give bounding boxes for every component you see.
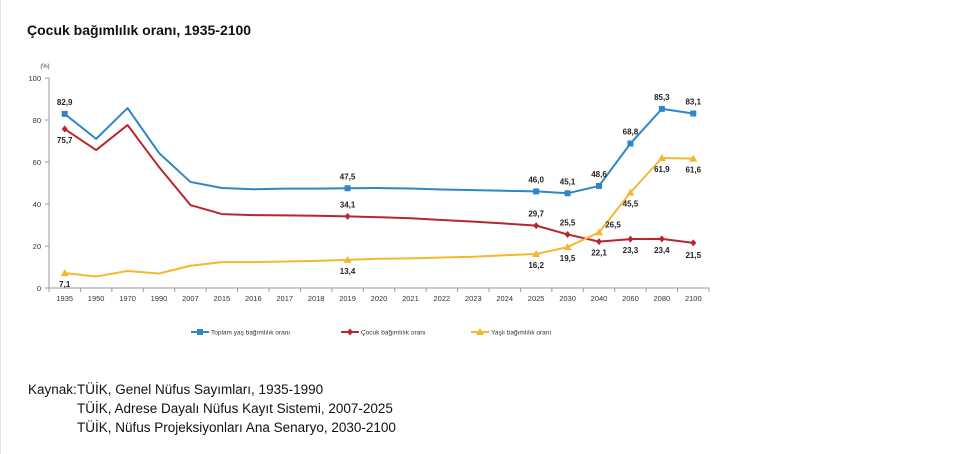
data-label: 48,6 — [591, 170, 607, 179]
x-tick-label: 2023 — [465, 294, 482, 303]
data-point — [532, 249, 541, 257]
x-tick-label: 2100 — [685, 294, 702, 303]
source-line-1: TÜİK, Genel Nüfus Sayımları, 1935-1990 — [77, 382, 324, 397]
series-lines — [60, 105, 698, 278]
x-tick-label: 1950 — [88, 294, 105, 303]
x-tick-label: 2015 — [214, 294, 231, 303]
data-label: 82,9 — [57, 98, 73, 107]
x-tick-label: 2025 — [528, 294, 545, 303]
data-point — [344, 185, 351, 192]
x-tick-label: 1935 — [56, 294, 73, 303]
data-label: 85,3 — [654, 93, 670, 102]
data-point — [344, 212, 351, 220]
x-tick-label: 2018 — [308, 294, 325, 303]
data-label: 45,5 — [623, 199, 639, 208]
chart-title: Çocuk bağımlılık oranı, 1935-2100 — [27, 22, 252, 38]
data-labels: 82,9 47,5 46,0 45,1 48,6 68,8 85,3 83,1 75,7 34,1… — [57, 93, 702, 289]
x-tick-label: 2060 — [622, 294, 639, 303]
data-point — [658, 235, 665, 243]
y-axis-unit-label: (%) — [40, 64, 49, 70]
data-label: 68,8 — [623, 128, 639, 137]
data-label: 7,1 — [59, 280, 71, 289]
x-tick-label: 2022 — [434, 294, 451, 303]
data-point — [197, 329, 203, 335]
data-label: 23,4 — [654, 246, 670, 255]
y-tick-label: 80 — [33, 116, 41, 125]
x-tick-label: 2024 — [496, 294, 513, 303]
y-tick-label: 60 — [33, 158, 41, 167]
data-point — [596, 238, 602, 246]
data-point — [476, 328, 484, 335]
data-point — [658, 105, 665, 112]
data-point — [564, 190, 571, 197]
source-line-3: TÜİK, Nüfus Projeksiyonları Ana Senaryo,… — [77, 420, 396, 435]
data-label: 83,1 — [685, 97, 701, 106]
data-point — [627, 235, 634, 243]
data-point — [690, 110, 697, 117]
y-tick-label: 40 — [33, 200, 41, 209]
data-point — [61, 125, 68, 133]
series-line-2 — [64, 124, 694, 244]
data-point — [347, 328, 353, 336]
data-label: 25,5 — [560, 218, 576, 227]
data-point — [343, 255, 352, 263]
data-point — [596, 182, 602, 189]
y-tick-label: 0 — [37, 284, 41, 293]
data-label: 47,5 — [340, 172, 356, 181]
x-tick-label: 1990 — [151, 294, 168, 303]
data-point — [627, 140, 634, 147]
data-label: 22,1 — [591, 249, 607, 258]
y-tick-label: 20 — [33, 242, 41, 251]
legend-label: Çocuk bağımlılık oranı — [361, 330, 426, 337]
x-tick-label: 1970 — [119, 294, 136, 303]
source-line-2: TÜİK, Adrese Dayalı Nüfus Kayıt Sistemi,… — [77, 401, 393, 416]
x-tick-label: 2017 — [276, 294, 293, 303]
data-point — [564, 230, 571, 238]
data-point — [61, 110, 68, 117]
legend-label: Toplam yaş bağımlılık oranı — [211, 330, 290, 337]
source-label: Kaynak: — [28, 382, 77, 397]
data-label: 45,1 — [560, 177, 576, 186]
x-tick-label: 2019 — [339, 294, 356, 303]
x-tick-label: 2080 — [654, 294, 671, 303]
data-point — [533, 222, 540, 230]
source-note: Kaynak: TÜİK, Genel Nüfus Sayımları, 193… — [28, 380, 396, 437]
data-point — [60, 269, 69, 277]
x-tick-label: 2020 — [371, 294, 388, 303]
data-point — [626, 188, 635, 196]
data-point — [690, 239, 697, 247]
data-label: 16,2 — [528, 261, 544, 270]
data-label: 61,9 — [654, 165, 670, 174]
data-label: 75,7 — [57, 136, 73, 145]
x-tick-label: 2021 — [402, 294, 419, 303]
series-line-1 — [64, 107, 694, 195]
data-label: 46,0 — [528, 175, 544, 184]
legend-label: Yaşlı bağımlılık oranı — [491, 330, 551, 337]
data-point — [533, 188, 540, 195]
x-tick-label: 2016 — [245, 294, 262, 303]
data-label: 34,1 — [340, 200, 356, 209]
data-point — [595, 228, 603, 236]
x-tick-label: 2030 — [559, 294, 576, 303]
data-point — [563, 243, 572, 251]
y-tick-label: 100 — [28, 74, 41, 83]
data-label: 29,7 — [528, 210, 544, 219]
data-label: 26,5 — [605, 220, 621, 229]
x-tick-label: 2040 — [591, 294, 608, 303]
series-line-3 — [64, 157, 694, 278]
data-point — [689, 154, 698, 162]
data-label: 13,4 — [340, 267, 356, 276]
x-tick-label: 2007 — [182, 294, 199, 303]
legend: Toplam yaş bağımlılık oranı Çocuk bağımlı… — [191, 328, 551, 337]
data-point — [657, 154, 666, 162]
data-label: 23,3 — [623, 246, 639, 255]
data-label: 19,5 — [560, 254, 576, 263]
data-label: 21,5 — [685, 251, 701, 260]
data-label: 61,6 — [685, 166, 701, 175]
